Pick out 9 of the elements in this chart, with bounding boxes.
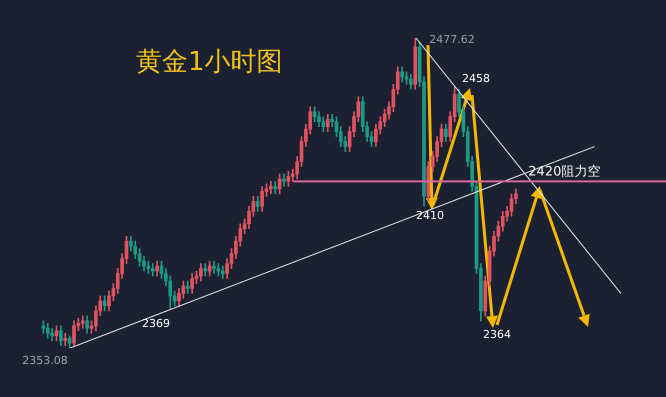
annotation: 2369 xyxy=(142,316,170,330)
chart-title: 黄金1小时图 xyxy=(136,46,283,79)
text: 2353.08 xyxy=(22,354,68,367)
annotation: 2410 xyxy=(416,208,444,222)
annotation: 2458 xyxy=(462,72,490,85)
candlestick xyxy=(212,260,216,274)
annotation: 2364 xyxy=(483,328,511,341)
annotation: 2477.62 xyxy=(429,32,475,46)
ref-line-label: 2420阻力空 xyxy=(528,164,600,180)
